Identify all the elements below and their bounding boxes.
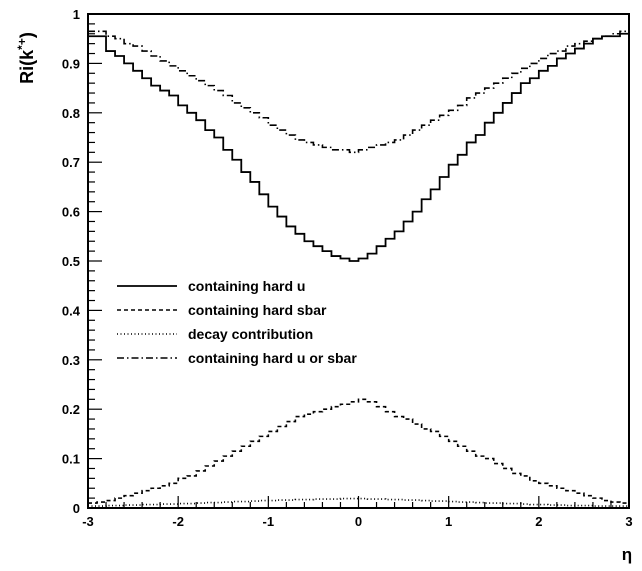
x-tick-label: 0 bbox=[355, 514, 362, 529]
legend-label-2: decay contribution bbox=[188, 326, 313, 342]
x-tick-label: 2 bbox=[535, 514, 542, 529]
y-tick-label: 0.4 bbox=[62, 303, 81, 318]
ticklabels-layer: -3 -2 -1 0 1 2 3 0 0.1 0.2 0.3 0.4 0.5 0.6 0.7 0.8 0.9 1 bbox=[62, 7, 633, 529]
ticks-layer bbox=[87, 13, 630, 509]
x-tick-label: -3 bbox=[82, 514, 94, 529]
legend-label-1: containing hard sbar bbox=[188, 302, 327, 318]
y-axis-label: Ri(k*+) bbox=[15, 32, 37, 84]
x-tick-label: -2 bbox=[172, 514, 184, 529]
y-tick-label: 0.2 bbox=[62, 402, 80, 417]
series-line-1 bbox=[88, 398, 629, 504]
y-tick-label: 0 bbox=[73, 501, 80, 516]
y-tick-label: 0.5 bbox=[62, 254, 80, 269]
y-tick-label: 0.8 bbox=[62, 106, 80, 121]
legend: containing hard u containing hard sbar dec… bbox=[117, 278, 357, 366]
y-tick-label: 0.3 bbox=[62, 353, 80, 368]
x-tick-label: -1 bbox=[263, 514, 275, 529]
series-layer bbox=[88, 30, 629, 507]
legend-label-0: containing hard u bbox=[188, 278, 305, 294]
x-axis-label: η bbox=[622, 545, 632, 564]
series-line-0 bbox=[88, 32, 629, 262]
y-tick-label: 0.7 bbox=[62, 155, 80, 170]
series-line-3 bbox=[88, 30, 629, 154]
x-tick-label: 3 bbox=[625, 514, 632, 529]
y-tick-label: 1 bbox=[73, 7, 80, 22]
x-tick-label: 1 bbox=[445, 514, 452, 529]
y-tick-label: 0.1 bbox=[62, 452, 80, 467]
series-line-2 bbox=[88, 497, 629, 507]
y-tick-label: 0.9 bbox=[62, 56, 80, 71]
legend-label-3: containing hard u or sbar bbox=[188, 350, 357, 366]
y-tick-label: 0.6 bbox=[62, 205, 80, 220]
